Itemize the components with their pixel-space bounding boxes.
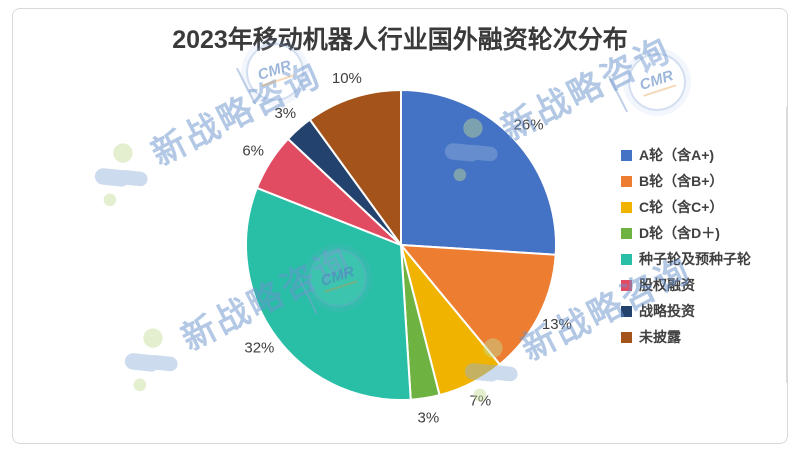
legend: A轮（含A+) B轮（含B+） C轮（含C+） D轮（含D＋) 种子轮及预种子轮 股权融资…	[621, 142, 751, 350]
legend-item-label: 股权融资	[639, 277, 695, 293]
legend-item-label: D轮（含D＋)	[639, 225, 720, 241]
pie-slice[interactable]	[245, 186, 412, 401]
legend-swatch-icon	[621, 279, 632, 291]
pie-percentage-label: 6%	[242, 143, 264, 160]
legend-item[interactable]: B轮（含B+）	[621, 168, 751, 194]
pie-percentage-label: 3%	[274, 105, 296, 122]
legend-item-label: A轮（含A+)	[639, 147, 715, 163]
legend-item[interactable]: 种子轮及预种子轮	[621, 246, 751, 272]
pie-slice[interactable]	[400, 89, 557, 256]
legend-swatch-icon	[621, 253, 632, 265]
legend-swatch-icon	[621, 305, 632, 317]
pie-percentage-label: 32%	[244, 339, 274, 356]
pie-percentage-label: 7%	[470, 392, 492, 409]
legend-swatch-icon	[621, 201, 632, 213]
chart-title: 2023年移动机器人行业国外融资轮次分布	[172, 26, 628, 54]
plot-right-border	[786, 107, 787, 383]
pie-slice[interactable]	[308, 89, 402, 246]
legend-item[interactable]: 股权融资	[621, 272, 751, 298]
legend-item-label: 未披露	[639, 329, 681, 345]
legend-item[interactable]: A轮（含A+)	[621, 142, 751, 168]
legend-item[interactable]: D轮（含D＋)	[621, 220, 751, 246]
legend-swatch-icon	[621, 149, 632, 161]
legend-item[interactable]: 战略投资	[621, 298, 751, 324]
pie-slice[interactable]	[400, 244, 557, 366]
legend-item-label: 战略投资	[639, 303, 695, 319]
legend-swatch-icon	[621, 331, 632, 343]
legend-swatch-icon	[621, 227, 632, 239]
pie-percentage-label: 3%	[418, 409, 440, 426]
pie-percentage-label: 10%	[332, 70, 362, 87]
legend-item-label: C轮（含C+）	[639, 199, 724, 215]
legend-item[interactable]: C轮（含C+）	[621, 194, 751, 220]
pie-percentage-label: 13%	[542, 316, 572, 333]
pie-percentage-label: 26%	[514, 117, 544, 134]
legend-item-label: 种子轮及预种子轮	[639, 251, 751, 267]
legend-item[interactable]: 未披露	[621, 324, 751, 350]
legend-swatch-icon	[621, 175, 632, 187]
legend-item-label: B轮（含B+）	[639, 173, 724, 189]
